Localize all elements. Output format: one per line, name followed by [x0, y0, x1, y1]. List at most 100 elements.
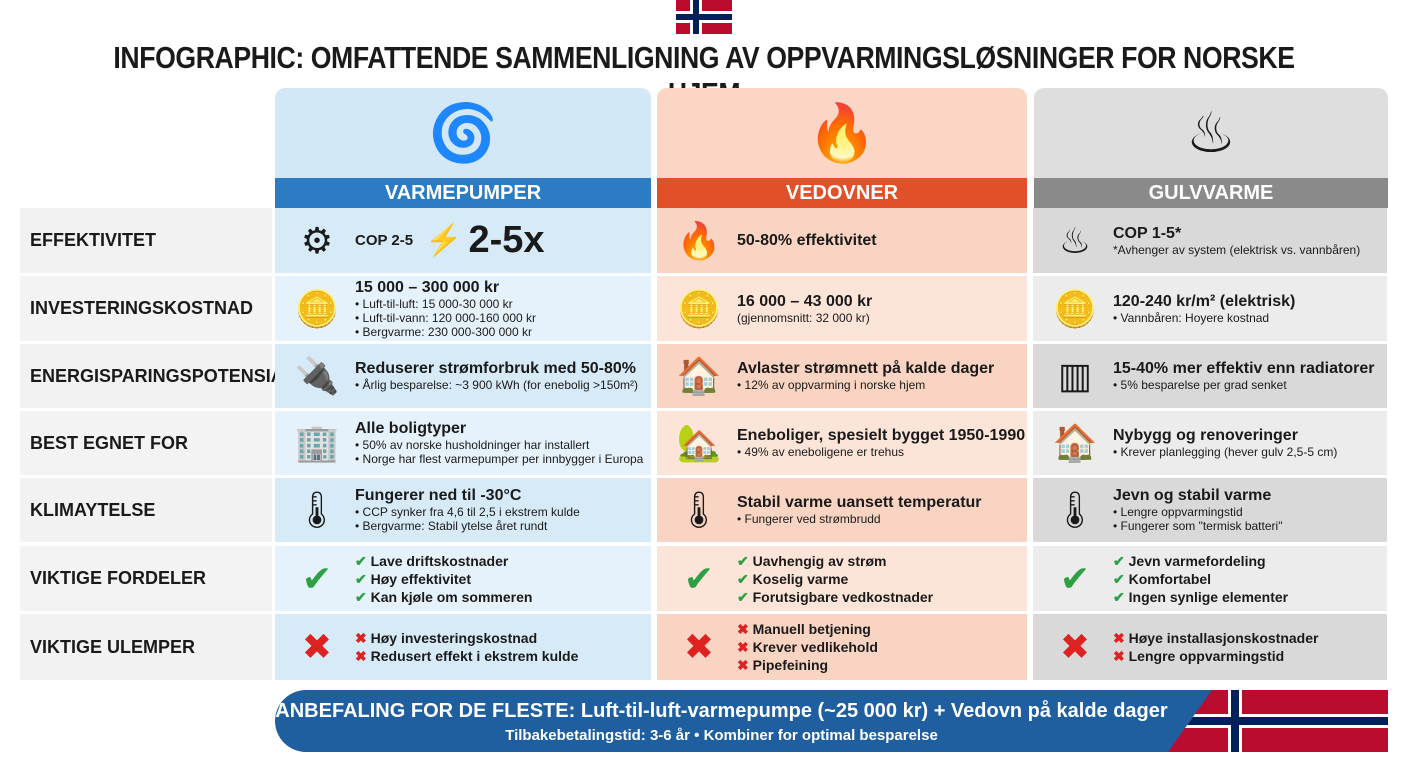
con-item: ✖ Redusert effekt i ekstrem kulde	[355, 647, 578, 665]
table-row: INVESTERINGSKOSTNAD 🪙 15 000 – 300 000 krL…	[20, 276, 1388, 341]
item-text: Manuell betjening	[752, 621, 871, 637]
table-cell: ▥ 15-40% mer effektiv enn radiatorer5% be…	[1033, 344, 1387, 408]
cell-content: COP 1-5* *Avhenger av system (elektrisk v…	[1113, 225, 1360, 257]
house-tools-icon: 🏠	[1052, 422, 1098, 463]
item-text: Høy investeringskostnad	[370, 630, 538, 646]
wooden-house-icon: 🏡	[676, 422, 722, 463]
table-row: EFFEKTIVITET ⚙ COP 2-5 ⚡ 2-5x 🔥 50-80% effekti…	[20, 208, 1388, 273]
check-icon: ✔	[355, 570, 371, 587]
main-text: Nybygg og renoveringer	[1113, 427, 1298, 444]
table-cell: 🏠 Nybygg og renoveringerKrever planleggin…	[1033, 411, 1387, 475]
flame-percent-icon: 🔥	[676, 219, 722, 261]
detail-list: Vannbåren: Hoyere kostnad	[1113, 311, 1295, 325]
table-cell: 🏡 Eneboliger, spesielt bygget 1950-199049…	[657, 411, 1027, 475]
cell-content: Stabil varme uansett temperaturFungerer …	[737, 494, 982, 526]
row-label: KLIMAYTELSE	[20, 478, 272, 542]
table-cell: ♨ COP 1-5* *Avhenger av system (elektrisk …	[1033, 208, 1387, 273]
table-cell: 🏢 Alle boligtyper50% av norske husholdnin…	[275, 411, 651, 475]
column-gulvvarme: ♨ GULVVARME	[1034, 88, 1388, 208]
item-text: Lave driftskostnader	[370, 552, 509, 569]
item-list: ✖ Høy investeringskostnad ✖ Redusert effe…	[355, 629, 578, 665]
table-cell: ✔ ✔ Uavhengig av strøm ✔ Koselig varme ✔ Fo…	[657, 546, 1027, 611]
detail-item: 5% besparelse per grad senket	[1113, 378, 1374, 392]
cell-content: Eneboliger, spesielt bygget 1950-199049%…	[737, 427, 1025, 459]
checkmark-icon: ✔	[1059, 557, 1091, 599]
item-list: ✔ Uavhengig av strøm ✔ Koselig varme ✔ For…	[737, 552, 933, 606]
cell-content: Alle boligtyper50% av norske husholdning…	[355, 420, 643, 466]
cell-content: Avlaster strømnett på kalde dager12% av …	[737, 360, 994, 392]
detail-list: 49% av eneboligene er trehus	[737, 445, 1025, 459]
thermometer-flame-icon: 🌡	[676, 489, 722, 530]
lightning-icon: ⚡	[425, 224, 463, 257]
check-icon: ✔	[737, 570, 753, 587]
detail-list: 5% besparelse per grad senket	[1113, 378, 1374, 392]
table-row: KLIMAYTELSE 🌡 Fungerer ned til -30°CCCP sy…	[20, 478, 1388, 542]
item-text: Ingen synlige elementer	[1128, 588, 1289, 605]
cell-content: 16 000 – 43 000 kr (gjennomsnitt: 32 000 …	[737, 293, 872, 325]
main-text: Jevn og stabil varme	[1113, 487, 1272, 504]
main-text: 50-80% effektivitet	[737, 231, 877, 249]
row-label: INVESTERINGSKOSTNAD	[20, 276, 272, 341]
con-item: ✖ Høye installasjonskostnader	[1113, 629, 1318, 647]
item-text: Koselig varme	[752, 570, 849, 587]
multiplier-value: 2-5x	[468, 219, 545, 261]
check-icon: ✔	[1113, 588, 1129, 605]
house-grid-icon: 🏠	[676, 355, 722, 396]
detail-item: Årlig besparelse: ~3 900 kWh (for enebol…	[355, 378, 638, 392]
cell-content: 120-240 kr/m² (elektrisk)Vannbåren: Hoye…	[1113, 293, 1295, 325]
table-row: VIKTIGE ULEMPER ✖ ✖ Høy investeringskostna…	[20, 614, 1388, 680]
table-cell: ✔ ✔ Jevn varmefordeling ✔ Komfortabel ✔ Ing…	[1033, 546, 1387, 611]
wood-stove-icon: 🔥	[657, 88, 1027, 178]
cross-icon: ✖	[1059, 626, 1091, 667]
detail-item: Luft-til-luft: 15 000-30 000 kr	[355, 297, 536, 311]
item-text: Høye installasjonskostnader	[1128, 630, 1319, 646]
cell-content: 50-80% effektivitet	[737, 232, 877, 250]
x-icon: ✖	[1113, 630, 1129, 646]
cell-content: 15-40% mer effektiv enn radiatorer5% bes…	[1113, 360, 1374, 392]
cell-content: Fungerer ned til -30°CCCP synker fra 4,6…	[355, 487, 580, 533]
table-cell: ✔ ✔ Lave driftskostnader ✔ Høy effektivite…	[275, 546, 651, 611]
floor-heating-icon: ♨	[1034, 88, 1388, 178]
x-icon: ✖	[737, 621, 753, 637]
row-label: ENERGISPARINGSPOTENSIAL	[20, 344, 295, 408]
coins-icon: 🪙	[294, 287, 340, 329]
table-cell: 🪙 15 000 – 300 000 krLuft-til-luft: 15 00…	[275, 276, 651, 341]
table-row: ENERGISPARINGSPOTENSIAL 🔌 Reduserer strømf…	[20, 344, 1388, 408]
banner-line-2: Tilbakebetalingstid: 3-6 år • Kombiner f…	[505, 727, 938, 744]
main-text: Stabil varme uansett temperatur	[737, 494, 982, 511]
coins-icon: 🪙	[1052, 287, 1098, 329]
pro-item: ✔ Lave driftskostnader	[355, 552, 532, 570]
buildings-icon: 🏢	[294, 422, 340, 463]
check-icon: ✔	[355, 588, 371, 605]
detail-list: CCP synker fra 4,6 til 2,5 i ekstrem kul…	[355, 505, 580, 533]
item-text: Kan kjøle om sommeren	[370, 588, 533, 605]
note-text: (gjennomsnitt: 32 000 kr)	[737, 310, 870, 325]
main-text: 15 000 – 300 000 kr	[355, 278, 500, 296]
checkmark-icon: ✔	[301, 557, 333, 599]
detail-list: Luft-til-luft: 15 000-30 000 krLuft-til-…	[355, 297, 536, 339]
recommendation-banner: ANBEFALING FOR DE FLESTE: Luft-til-luft-…	[275, 690, 1388, 752]
thermometer-heat-icon: 🌡	[1052, 489, 1098, 530]
con-item: ✖ Høy investeringskostnad	[355, 629, 578, 647]
detail-item: Krever planlegging (hever gulv 2,5-5 cm)	[1113, 445, 1338, 459]
cell-content: Jevn og stabil varmeLengre oppvarmingsti…	[1113, 487, 1282, 533]
cell-content: 15 000 – 300 000 krLuft-til-luft: 15 000…	[355, 279, 536, 339]
table-cell: ✖ ✖ Høy investeringskostnad ✖ Redusert eff…	[275, 614, 651, 680]
cell-content: Nybygg og renoveringerKrever planlegging…	[1113, 427, 1337, 459]
column-varmepumper: 🌀 VARMEPUMPER	[275, 88, 651, 208]
item-list: ✔ Lave driftskostnader ✔ Høy effektivitet…	[355, 552, 532, 606]
main-text: Fungerer ned til -30°C	[355, 487, 522, 504]
item-text: Lengre oppvarmingstid	[1128, 648, 1285, 664]
detail-list: Fungerer ved strømbrudd	[737, 512, 982, 526]
x-icon: ✖	[737, 657, 753, 673]
detail-list: Lengre oppvarmingstidFungerer som "termi…	[1113, 505, 1283, 533]
table-cell: 🪙 16 000 – 43 000 kr (gjennomsnitt: 32 000…	[657, 276, 1027, 341]
item-text: Krever vedlikehold	[752, 639, 878, 655]
table-cell: 🌡 Stabil varme uansett temperaturFungerer…	[657, 478, 1027, 542]
con-item: ✖ Pipefeining	[737, 656, 878, 674]
detail-item: Bergvarme: 230 000-300 000 kr	[355, 325, 536, 339]
detail-item: 49% av eneboligene er trehus	[737, 445, 1025, 459]
detail-item: Fungerer ved strømbrudd	[737, 512, 982, 526]
main-text: Eneboliger, spesielt bygget 1950-1990	[737, 427, 1026, 444]
detail-list: 50% av norske husholdninger har installe…	[355, 438, 644, 466]
